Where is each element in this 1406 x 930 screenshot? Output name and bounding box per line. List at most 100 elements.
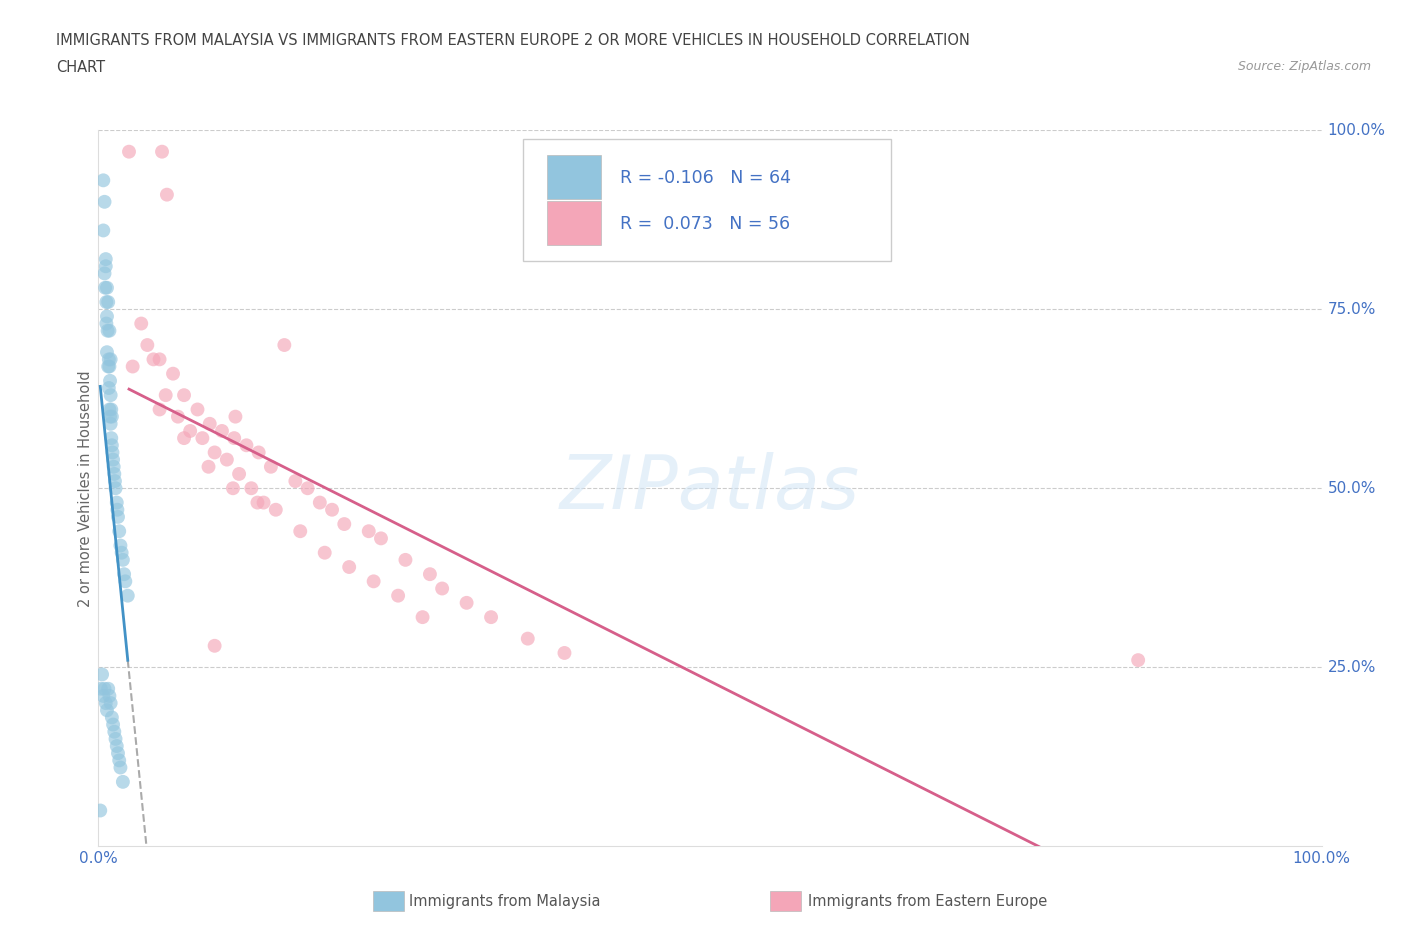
Point xyxy=(297,481,319,496)
Point xyxy=(224,431,246,445)
Point xyxy=(91,667,114,682)
Point xyxy=(97,682,120,697)
Point xyxy=(97,324,120,339)
Point xyxy=(430,581,453,596)
Point xyxy=(179,423,201,438)
Point xyxy=(97,295,120,310)
Point xyxy=(118,144,141,159)
FancyBboxPatch shape xyxy=(547,201,602,245)
Point xyxy=(103,724,125,739)
Point xyxy=(97,352,120,366)
Point xyxy=(100,402,122,417)
Point xyxy=(155,388,177,403)
Point xyxy=(260,459,283,474)
Point xyxy=(1128,653,1150,668)
Point xyxy=(98,688,121,703)
Point xyxy=(111,552,134,567)
Point xyxy=(149,402,172,417)
Point xyxy=(100,417,122,432)
Point xyxy=(321,502,343,517)
Point xyxy=(156,187,179,202)
Point xyxy=(105,502,128,517)
Point xyxy=(93,682,115,697)
Point xyxy=(101,445,124,460)
Point xyxy=(240,481,263,496)
Point xyxy=(94,252,117,267)
Point xyxy=(107,510,129,525)
Point xyxy=(235,438,257,453)
Point xyxy=(110,538,132,553)
Point xyxy=(419,566,441,581)
Point xyxy=(150,144,173,159)
Point xyxy=(112,566,135,581)
Point xyxy=(273,338,295,352)
Point xyxy=(96,309,118,324)
Point xyxy=(553,645,575,660)
Point xyxy=(290,524,312,538)
Point xyxy=(89,804,111,818)
Point xyxy=(197,459,219,474)
Point xyxy=(105,738,128,753)
Text: IMMIGRANTS FROM MALAYSIA VS IMMIGRANTS FROM EASTERN EUROPE 2 OR MORE VEHICLES IN: IMMIGRANTS FROM MALAYSIA VS IMMIGRANTS F… xyxy=(56,33,970,47)
Point xyxy=(96,345,118,360)
Text: CHART: CHART xyxy=(56,60,105,75)
Point xyxy=(111,775,134,790)
Point xyxy=(93,194,115,209)
Point xyxy=(114,574,136,589)
Point xyxy=(105,495,128,510)
Point xyxy=(94,259,117,273)
Point xyxy=(108,753,131,768)
Point xyxy=(186,402,208,417)
Point xyxy=(412,610,434,625)
Point xyxy=(101,452,124,467)
Text: 75.0%: 75.0% xyxy=(1327,301,1376,317)
Point xyxy=(111,545,134,560)
Point xyxy=(516,631,538,646)
Point xyxy=(94,280,117,295)
Point xyxy=(129,316,152,331)
Point xyxy=(96,703,118,718)
Point xyxy=(246,495,269,510)
Point xyxy=(101,409,124,424)
Text: ZIPatlas: ZIPatlas xyxy=(560,452,860,525)
Point xyxy=(370,531,392,546)
Point xyxy=(98,359,121,374)
Point xyxy=(204,638,226,653)
Point xyxy=(333,517,356,532)
Text: Source: ZipAtlas.com: Source: ZipAtlas.com xyxy=(1237,60,1371,73)
Point xyxy=(104,481,127,496)
Point xyxy=(149,352,172,366)
Point xyxy=(107,746,129,761)
Point xyxy=(456,595,478,610)
Point xyxy=(110,760,132,775)
Point xyxy=(173,431,195,445)
Text: R =  0.073   N = 56: R = 0.073 N = 56 xyxy=(620,215,790,233)
Point xyxy=(98,409,121,424)
Point xyxy=(101,438,124,453)
Point xyxy=(100,388,122,403)
Point xyxy=(91,173,114,188)
Point xyxy=(173,388,195,403)
Point xyxy=(308,495,330,510)
Point xyxy=(104,473,127,488)
Point xyxy=(314,545,336,560)
Point xyxy=(96,316,118,331)
Point xyxy=(100,352,122,366)
Point xyxy=(264,502,287,517)
Point xyxy=(394,552,416,567)
Point xyxy=(97,359,120,374)
Point xyxy=(191,431,214,445)
Point xyxy=(98,324,121,339)
Point xyxy=(103,467,125,482)
Point xyxy=(162,366,184,381)
Point xyxy=(100,431,122,445)
Point xyxy=(247,445,270,460)
Point xyxy=(204,445,226,460)
Point xyxy=(387,589,409,604)
Point xyxy=(96,295,118,310)
Point xyxy=(284,473,307,488)
Point xyxy=(100,696,122,711)
Point xyxy=(479,610,502,625)
Point xyxy=(357,524,380,538)
Point xyxy=(104,731,127,746)
